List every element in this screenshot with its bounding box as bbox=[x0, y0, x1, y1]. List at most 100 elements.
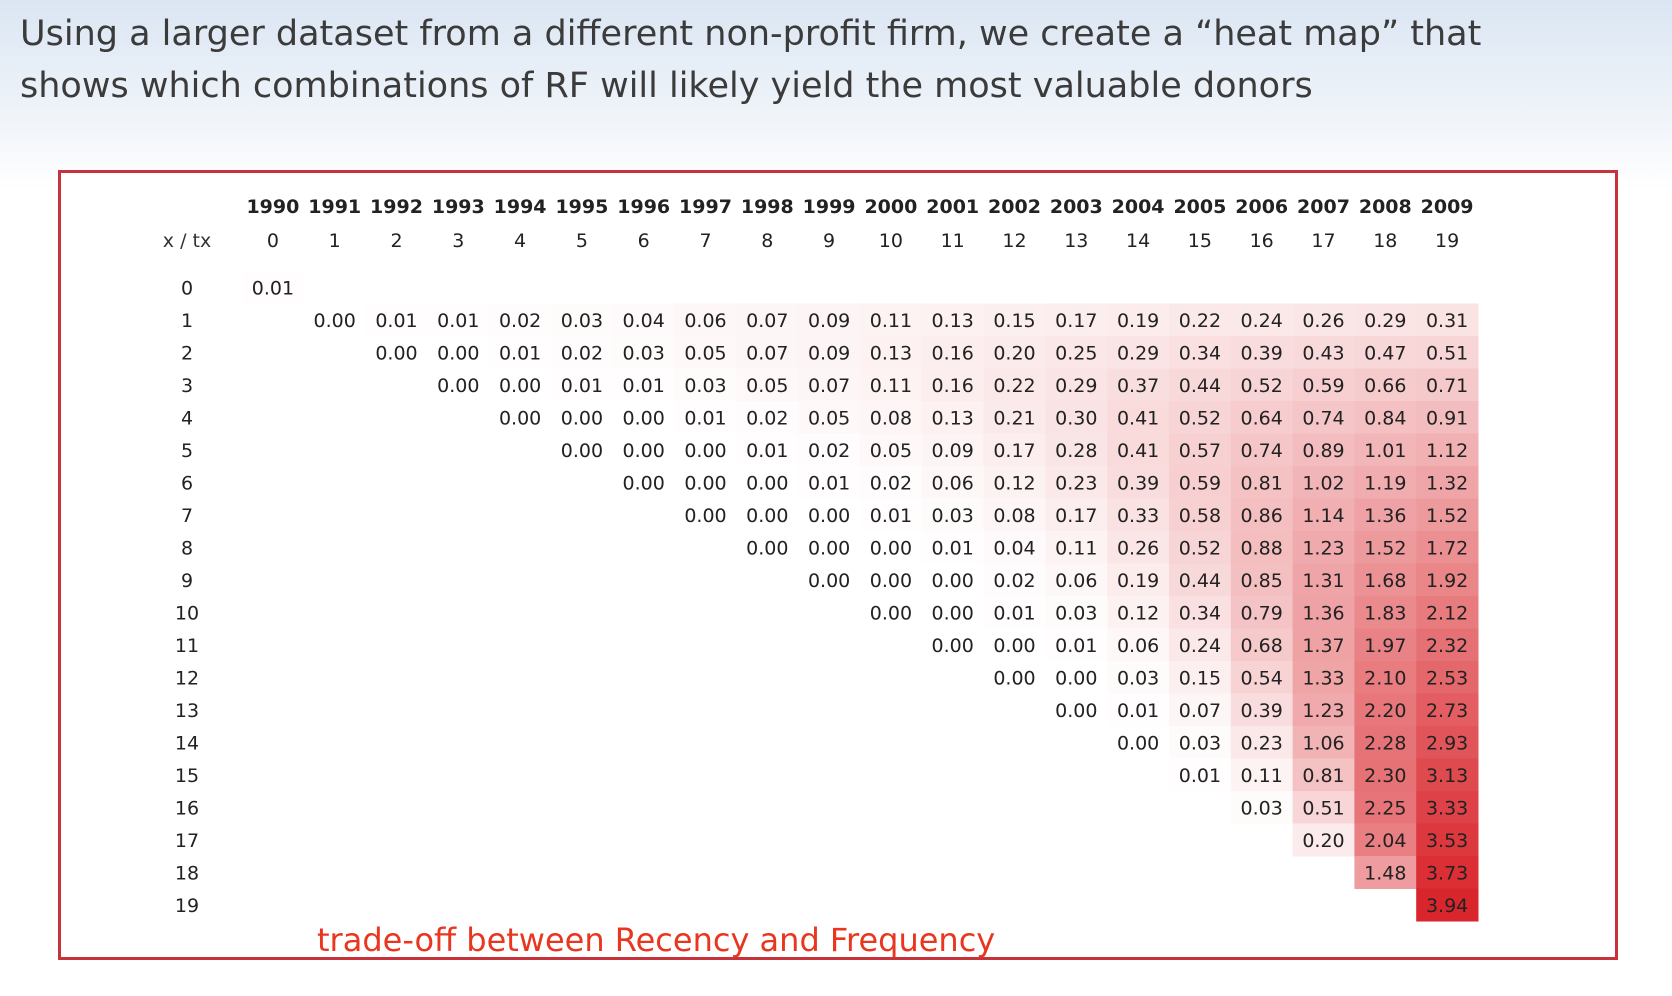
cell-value-label: 0.00 bbox=[808, 537, 850, 559]
cell-value-label: 0.81 bbox=[1302, 765, 1344, 787]
heat-cell bbox=[736, 401, 799, 434]
heat-cell bbox=[1169, 433, 1232, 467]
heat-cell bbox=[1045, 531, 1108, 564]
heat-cell bbox=[1292, 758, 1355, 792]
year-label: 2006 bbox=[1235, 196, 1288, 218]
cell-value-label: 0.01 bbox=[561, 375, 603, 397]
cell-value-label: 0.03 bbox=[1241, 797, 1283, 819]
row-label: 13 bbox=[175, 700, 199, 722]
cell-value-label: 0.00 bbox=[870, 570, 912, 592]
column-label: 19 bbox=[1435, 230, 1459, 252]
heat-cell bbox=[798, 466, 861, 499]
cell-value-label: 0.02 bbox=[561, 342, 603, 364]
heat-cell bbox=[983, 596, 1046, 629]
heat-cell bbox=[551, 401, 614, 434]
heat-cell bbox=[1292, 368, 1355, 402]
heat-cell bbox=[1230, 531, 1294, 564]
heat-cell bbox=[1416, 336, 1479, 369]
heat-cell bbox=[1354, 628, 1417, 662]
heat-cell bbox=[1292, 336, 1355, 369]
heat-cell bbox=[1107, 726, 1170, 759]
cell-value-label: 0.01 bbox=[437, 310, 479, 332]
cell-value-label: 0.39 bbox=[1241, 700, 1283, 722]
row-label: 18 bbox=[175, 862, 199, 884]
heat-cell bbox=[1416, 758, 1479, 792]
cell-value-label: 0.37 bbox=[1117, 375, 1159, 397]
heat-cell bbox=[1045, 628, 1108, 662]
cell-value-label: 2.73 bbox=[1426, 700, 1468, 722]
cell-value-label: 1.12 bbox=[1426, 440, 1468, 462]
heat-cell bbox=[983, 661, 1046, 694]
heat-cell bbox=[1169, 336, 1232, 369]
heat-cell bbox=[1416, 563, 1479, 597]
heat-cell bbox=[1416, 498, 1479, 532]
cell-value-label: 1.01 bbox=[1364, 440, 1406, 462]
cell-value-label: 0.02 bbox=[499, 310, 541, 332]
cell-value-label: 2.93 bbox=[1426, 732, 1468, 754]
heat-cell bbox=[983, 563, 1046, 597]
column-label: 14 bbox=[1126, 230, 1150, 252]
cell-value-label: 0.11 bbox=[1241, 765, 1283, 787]
heat-cell bbox=[921, 531, 985, 564]
heat-cell bbox=[1416, 726, 1479, 759]
cell-value-label: 0.11 bbox=[870, 310, 912, 332]
column-label: 4 bbox=[514, 230, 526, 252]
column-label: 17 bbox=[1311, 230, 1335, 252]
heat-cell bbox=[736, 303, 799, 337]
heat-cell bbox=[1169, 563, 1232, 597]
heat-cell bbox=[1354, 336, 1417, 369]
heat-cell bbox=[1292, 563, 1355, 597]
cell-value-label: 0.31 bbox=[1426, 310, 1468, 332]
cell-value-label: 0.66 bbox=[1364, 375, 1406, 397]
cell-value-label: 0.00 bbox=[684, 472, 726, 494]
heat-cell bbox=[427, 368, 490, 402]
cell-value-label: 0.86 bbox=[1241, 505, 1283, 527]
year-label: 1993 bbox=[432, 196, 485, 218]
heat-cell bbox=[1416, 596, 1479, 629]
cell-value-label: 2.04 bbox=[1364, 830, 1406, 852]
year-label: 2003 bbox=[1050, 196, 1103, 218]
heat-cell bbox=[1416, 661, 1479, 694]
year-label: 1995 bbox=[555, 196, 608, 218]
row-label: 7 bbox=[181, 505, 193, 527]
cell-value-label: 0.03 bbox=[684, 375, 726, 397]
heat-cell bbox=[1045, 303, 1108, 337]
year-label: 1996 bbox=[617, 196, 670, 218]
cell-value-label: 0.00 bbox=[932, 635, 974, 657]
cell-value-label: 1.32 bbox=[1426, 472, 1468, 494]
heat-cell bbox=[1169, 628, 1232, 662]
row-label: 4 bbox=[181, 407, 193, 429]
cell-value-label: 0.12 bbox=[993, 472, 1035, 494]
cell-value-label: 0.07 bbox=[808, 375, 850, 397]
heat-cell bbox=[1416, 368, 1479, 402]
cell-value-label: 0.05 bbox=[684, 342, 726, 364]
cell-value-label: 0.44 bbox=[1179, 570, 1221, 592]
row-label: 3 bbox=[181, 375, 193, 397]
heat-cell bbox=[303, 303, 367, 337]
cell-value-label: 0.06 bbox=[932, 472, 974, 494]
heat-cell bbox=[1169, 466, 1232, 499]
cell-value-label: 0.29 bbox=[1117, 342, 1159, 364]
row-label: 2 bbox=[181, 342, 193, 364]
heat-cell bbox=[1292, 823, 1355, 857]
heat-cell bbox=[1169, 498, 1232, 532]
cell-value-label: 0.07 bbox=[746, 342, 788, 364]
year-label: 1992 bbox=[370, 196, 423, 218]
cell-value-label: 1.52 bbox=[1364, 537, 1406, 559]
cell-value-label: 0.13 bbox=[870, 342, 912, 364]
cell-value-label: 0.20 bbox=[993, 342, 1035, 364]
cell-value-label: 3.94 bbox=[1426, 895, 1468, 917]
heat-cell bbox=[674, 303, 737, 337]
cell-value-label: 0.58 bbox=[1179, 505, 1221, 527]
cell-value-label: 0.24 bbox=[1179, 635, 1221, 657]
heat-cell bbox=[1230, 563, 1294, 597]
cell-value-label: 0.52 bbox=[1179, 537, 1221, 559]
column-label: 18 bbox=[1373, 230, 1397, 252]
cell-value-label: 0.09 bbox=[932, 440, 974, 462]
heat-cell bbox=[1169, 693, 1232, 727]
heat-cell bbox=[242, 271, 305, 304]
corner-label: x / tx bbox=[163, 230, 211, 252]
heat-cell bbox=[921, 498, 985, 532]
cell-value-label: 0.68 bbox=[1241, 635, 1283, 657]
cell-value-label: 3.73 bbox=[1426, 862, 1468, 884]
